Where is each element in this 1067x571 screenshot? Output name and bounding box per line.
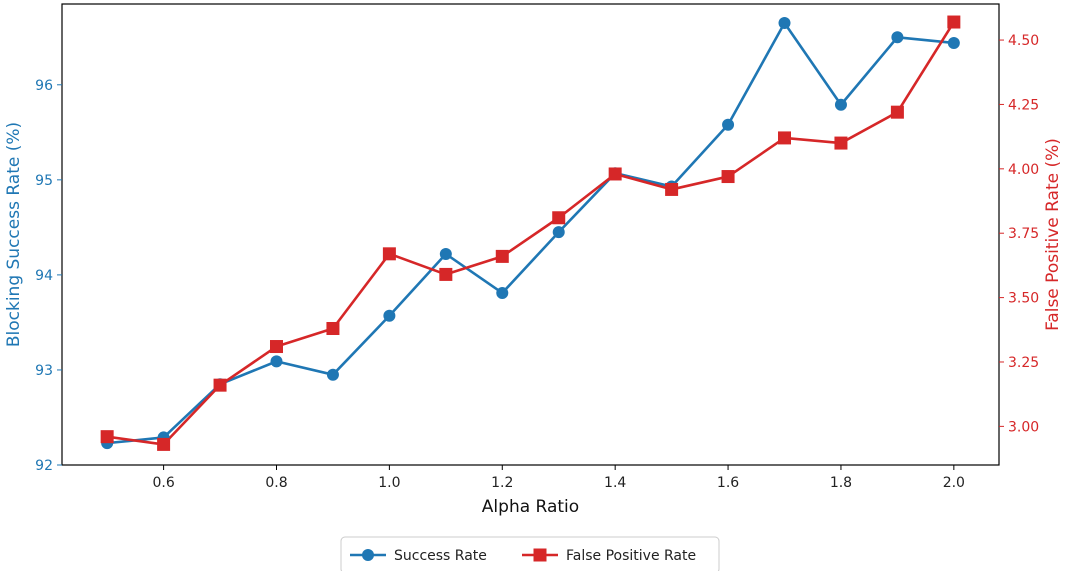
y-right-tick-label: 4.50 [1008, 33, 1039, 49]
data-point-false-positive-rate [495, 249, 509, 263]
axes: 0.6 0.8 1.0 1.2 1.4 1.6 1.8 2.0 92 93 94 95 96 3.00 3.… [4, 3, 1063, 517]
data-point-false-positive-rate [834, 136, 848, 150]
data-point-success-rate [891, 31, 904, 44]
series-line-success-rate [107, 21, 954, 445]
data-point-success-rate [326, 368, 339, 381]
data-point-success-rate [834, 98, 847, 111]
legend: Success Rate False Positive Rate [340, 536, 720, 571]
y-right-tick-label: 3.25 [1008, 355, 1039, 371]
data-point-false-positive-rate [100, 430, 114, 444]
series-line-false-positive-rate [106, 21, 955, 446]
data-point-false-positive-rate [778, 131, 792, 145]
y-right-tick-label: 4.25 [1008, 97, 1039, 113]
data-point-false-positive-rate [608, 167, 622, 181]
y-axis-right-label: False Positive Rate (%) [1043, 138, 1063, 331]
data-point-success-rate [722, 118, 735, 131]
plot-frame [61, 3, 1000, 466]
x-tick-label: 1.4 [604, 475, 626, 491]
y-left-tick-label: 92 [35, 458, 53, 474]
data-point-false-positive-rate [213, 378, 227, 392]
data-point-success-rate [383, 309, 396, 322]
x-tick-label: 2.0 [943, 475, 965, 491]
y-axis-left-label: Blocking Success Rate (%) [4, 122, 24, 347]
y-right-tick-label: 4.00 [1008, 162, 1039, 178]
x-tick-label: 1.0 [378, 475, 400, 491]
data-point-success-rate [947, 36, 960, 49]
data-point-false-positive-rate [382, 247, 396, 261]
data-point-success-rate [552, 226, 565, 239]
y-right-tick-label: 3.75 [1008, 226, 1039, 242]
data-point-false-positive-rate [439, 267, 453, 281]
y-left-tick-label: 94 [35, 268, 53, 284]
x-tick-label: 1.8 [830, 475, 852, 491]
y-left-tick-label: 93 [35, 363, 53, 379]
legend-marker-success-rate [362, 549, 374, 561]
legend-label-false-positive-rate: False Positive Rate [566, 548, 696, 564]
data-point-false-positive-rate [269, 340, 283, 354]
plot-area [100, 15, 961, 451]
x-tick-label: 1.6 [717, 475, 739, 491]
data-point-false-positive-rate [157, 437, 171, 451]
y-left-tick-label: 96 [35, 78, 53, 94]
data-point-success-rate [439, 247, 452, 260]
y-right-tick-label: 3.50 [1008, 291, 1039, 307]
y-right-tick-label: 3.00 [1008, 419, 1039, 435]
x-tick-label: 0.8 [265, 475, 287, 491]
legend-label-success-rate: Success Rate [394, 548, 487, 564]
data-point-false-positive-rate [721, 170, 735, 184]
data-point-success-rate [496, 286, 509, 299]
legend-marker-false-positive-rate [533, 548, 547, 562]
data-point-false-positive-rate [890, 105, 904, 119]
data-point-false-positive-rate [326, 322, 340, 336]
x-tick-label: 0.6 [152, 475, 174, 491]
data-point-success-rate [270, 355, 283, 368]
x-tick-label: 1.2 [491, 475, 513, 491]
data-point-success-rate [778, 17, 791, 30]
y-left-tick-label: 95 [35, 173, 53, 189]
data-point-false-positive-rate [552, 211, 566, 225]
data-point-false-positive-rate [665, 182, 679, 196]
x-axis-label: Alpha Ratio [482, 497, 579, 517]
data-point-false-positive-rate [947, 15, 961, 29]
